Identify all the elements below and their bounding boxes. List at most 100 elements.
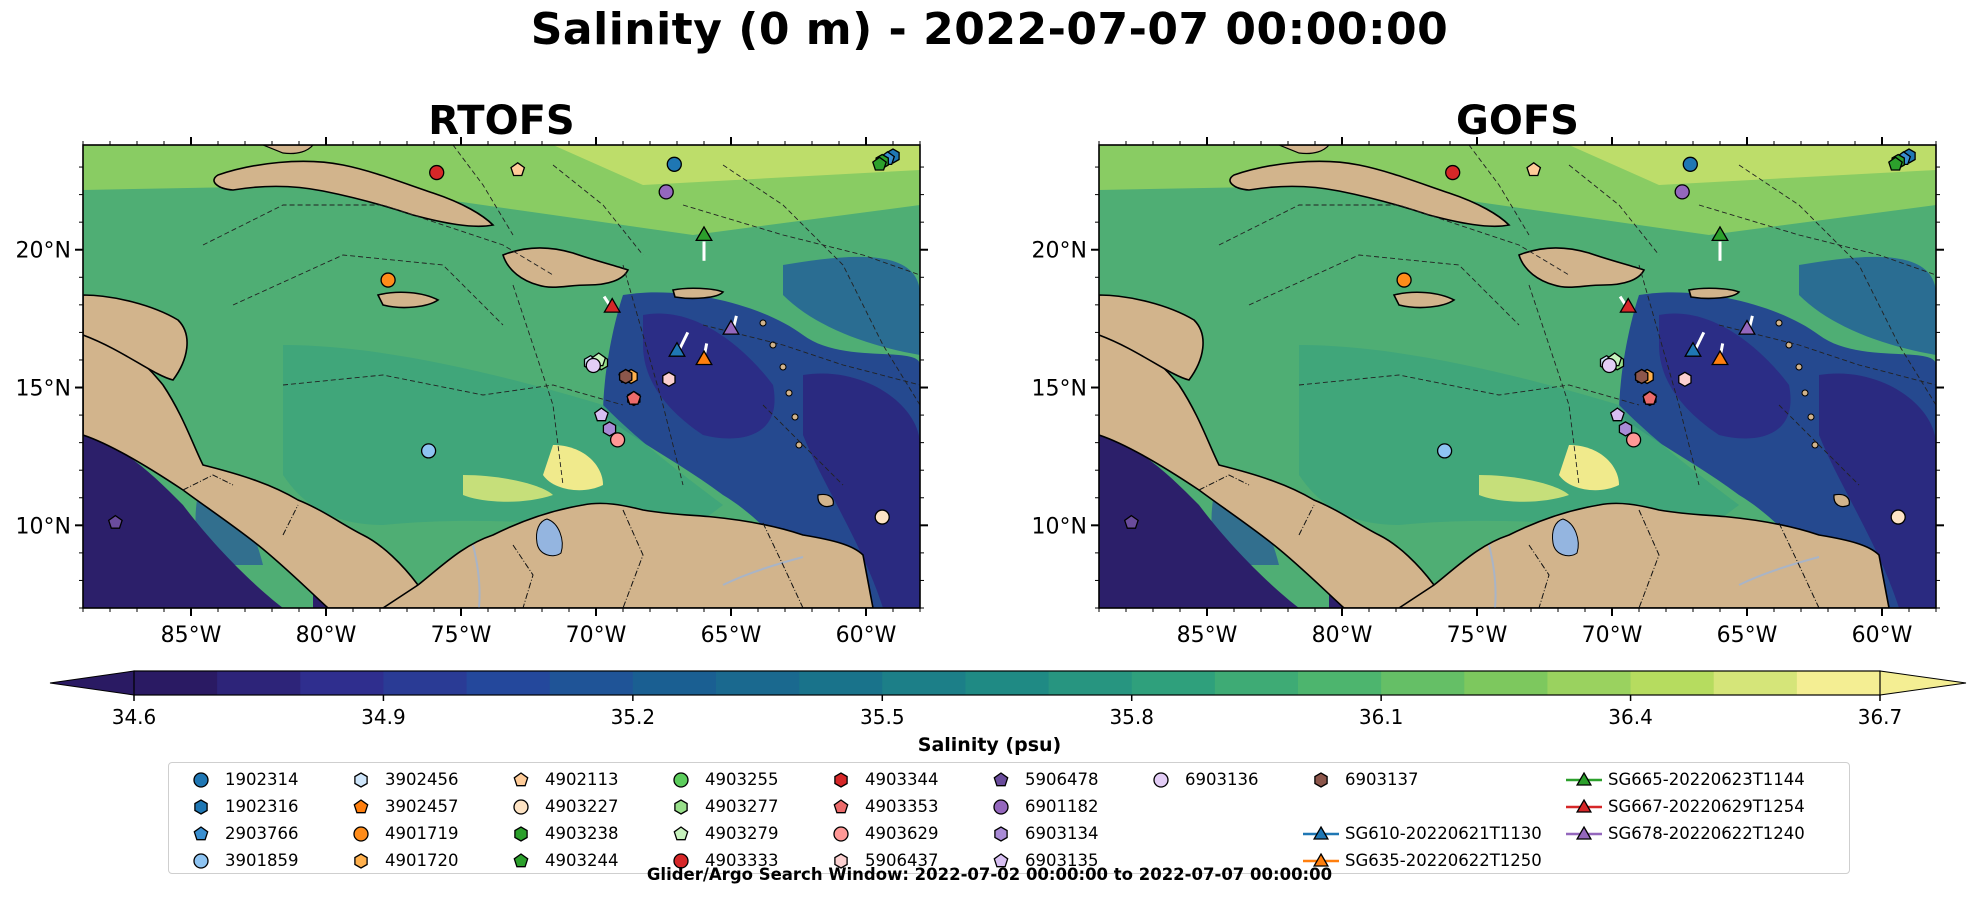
- colorbar-band: [965, 671, 1050, 695]
- glider-track-SG610-20220621T1130: [678, 331, 690, 350]
- legend-label: 4903244: [545, 851, 619, 870]
- legend-marker: [1312, 825, 1330, 840]
- colorbar-extend-low: [49, 670, 135, 696]
- y-tick-label: 10°N: [1032, 514, 1087, 539]
- x-tick-label: 75°W: [1447, 623, 1508, 648]
- colorbar-band: [1381, 671, 1465, 695]
- legend-swatch: [353, 799, 369, 814]
- legend-swatch: [993, 772, 1009, 787]
- legend-marker: [1314, 772, 1328, 788]
- colorbar-band: [1713, 671, 1798, 695]
- x-tick-label: 80°W: [296, 623, 357, 648]
- float-marker-4903629: [609, 432, 626, 448]
- map-rtofs: 85°W 80°W 75°W 70°W 65°W 60°W 10°N 15°N 20°N: [16, 137, 928, 648]
- legend-label: SG665-20220623T1144: [1608, 770, 1805, 789]
- legend-label: 4901719: [385, 824, 459, 843]
- colorbar-label: Salinity (psu): [917, 734, 1062, 756]
- markers-rtofs: [107, 148, 900, 529]
- legend-marker: [833, 799, 849, 814]
- glider-marker-SG678-20220622T1240: [722, 319, 740, 335]
- colorbar-band: [549, 671, 634, 695]
- legend-label: 6903136: [1185, 770, 1259, 789]
- colorbar-tick-label: 36.1: [1359, 705, 1404, 729]
- colorbar-band: [1048, 671, 1133, 695]
- legend-swatch: [1566, 825, 1602, 840]
- legend-label: 4902113: [545, 770, 619, 789]
- colorbar-tick-label: 36.4: [1608, 705, 1653, 729]
- legend-label: 4903279: [705, 824, 779, 843]
- float-marker-4903333: [1445, 164, 1461, 181]
- legend-swatch: [834, 772, 848, 788]
- legend-swatch: [1566, 798, 1602, 813]
- legend-label: 6903135: [1025, 851, 1099, 870]
- colorbar-tick-label: 34.9: [361, 705, 406, 729]
- float-marker-4903353: [1642, 390, 1658, 405]
- glider-marker-SG665-20220623T1144: [695, 225, 713, 242]
- float-marker-4901719: [1396, 272, 1412, 288]
- x-tick-label: 70°W: [1582, 623, 1643, 648]
- legend-marker: [514, 826, 528, 842]
- float-marker-4902113: [510, 162, 526, 177]
- legend-swatch: [993, 799, 1009, 815]
- colorbar-tick-label: 35.2: [611, 705, 656, 729]
- legend-label: SG667-20220629T1254: [1608, 797, 1805, 816]
- legend-swatch: [834, 853, 848, 869]
- colorbar-band: [1131, 671, 1216, 695]
- legend-marker: [513, 799, 529, 815]
- float-marker-5906437: [1678, 371, 1692, 388]
- legend-marker: [354, 772, 368, 788]
- y-tick-label: 20°N: [1032, 239, 1087, 264]
- float-marker-4903333: [429, 164, 445, 181]
- x-tick-label: 85°W: [161, 623, 222, 648]
- float-marker-4903244: [1888, 156, 1903, 171]
- legend-swatch: [674, 799, 688, 815]
- legend-label: 6903134: [1025, 824, 1099, 843]
- legend-label: 4903353: [865, 797, 939, 816]
- legend-label: 4903629: [865, 824, 939, 843]
- float-marker-3901859: [1436, 443, 1453, 459]
- y-tick-label: 10°N: [16, 514, 71, 539]
- legend-label: 3901859: [225, 851, 299, 870]
- colorbar-frame: [133, 670, 1881, 696]
- x-tick-label: 60°W: [1852, 623, 1913, 648]
- legend-swatch: [993, 853, 1009, 868]
- legend-label: 5906437: [865, 851, 939, 870]
- legend-swatch: [354, 853, 368, 869]
- float-marker-3901859: [420, 443, 437, 459]
- glider-marker-SG610-20220621T1130: [668, 341, 686, 357]
- panel-title-gofs: GOFS: [1456, 98, 1579, 144]
- legend-label: 4901720: [385, 851, 459, 870]
- float-marker-5906478: [1123, 514, 1139, 529]
- colorbar-band: [1298, 671, 1382, 695]
- legend-label: 4903227: [545, 797, 619, 816]
- legend-swatch: [1566, 771, 1602, 786]
- legend: 1902314 1902316 2903766 3901859 3902456 39024…: [168, 762, 1850, 874]
- float-marker-6903134: [602, 421, 617, 437]
- float-marker-1902314: [1682, 156, 1698, 172]
- legend-marker: [513, 772, 529, 787]
- legend-marker: [354, 853, 368, 869]
- legend-label: 3902456: [385, 770, 459, 789]
- float-marker-6901182: [658, 184, 674, 200]
- axes-rtofs: 85°W 80°W 75°W 70°W 65°W 60°W 10°N 15°N 20°N: [16, 137, 928, 648]
- legend-label: 4903277: [705, 797, 779, 816]
- map-gofs: 85°W 80°W 75°W 70°W 65°W 60°W 10°N 15°N 20°N: [1032, 137, 1944, 648]
- glider-marker-SG667-20220629T1254: [603, 297, 622, 313]
- legend-marker: [994, 826, 1008, 842]
- colorbar-band: [799, 671, 883, 695]
- colorbar-band: [882, 671, 966, 695]
- colorbar-tick-label: 35.8: [1109, 705, 1154, 729]
- legend-marker: [353, 826, 369, 842]
- glider-track-SG667-20220629T1254: [1618, 295, 1627, 306]
- colorbar-band: [134, 671, 218, 695]
- colorbar-band: [716, 671, 800, 695]
- float-marker-4901719: [380, 272, 396, 288]
- legend-label: 4903344: [865, 770, 939, 789]
- x-tick-label: 85°W: [1177, 623, 1238, 648]
- float-marker-6901182: [1674, 184, 1690, 200]
- y-tick-label: 15°N: [1032, 377, 1087, 402]
- legend-label: 1902316: [225, 797, 299, 816]
- legend-swatch: [1153, 772, 1169, 788]
- colorbar-band: [1796, 671, 1881, 695]
- colorbar-band: [1630, 671, 1715, 695]
